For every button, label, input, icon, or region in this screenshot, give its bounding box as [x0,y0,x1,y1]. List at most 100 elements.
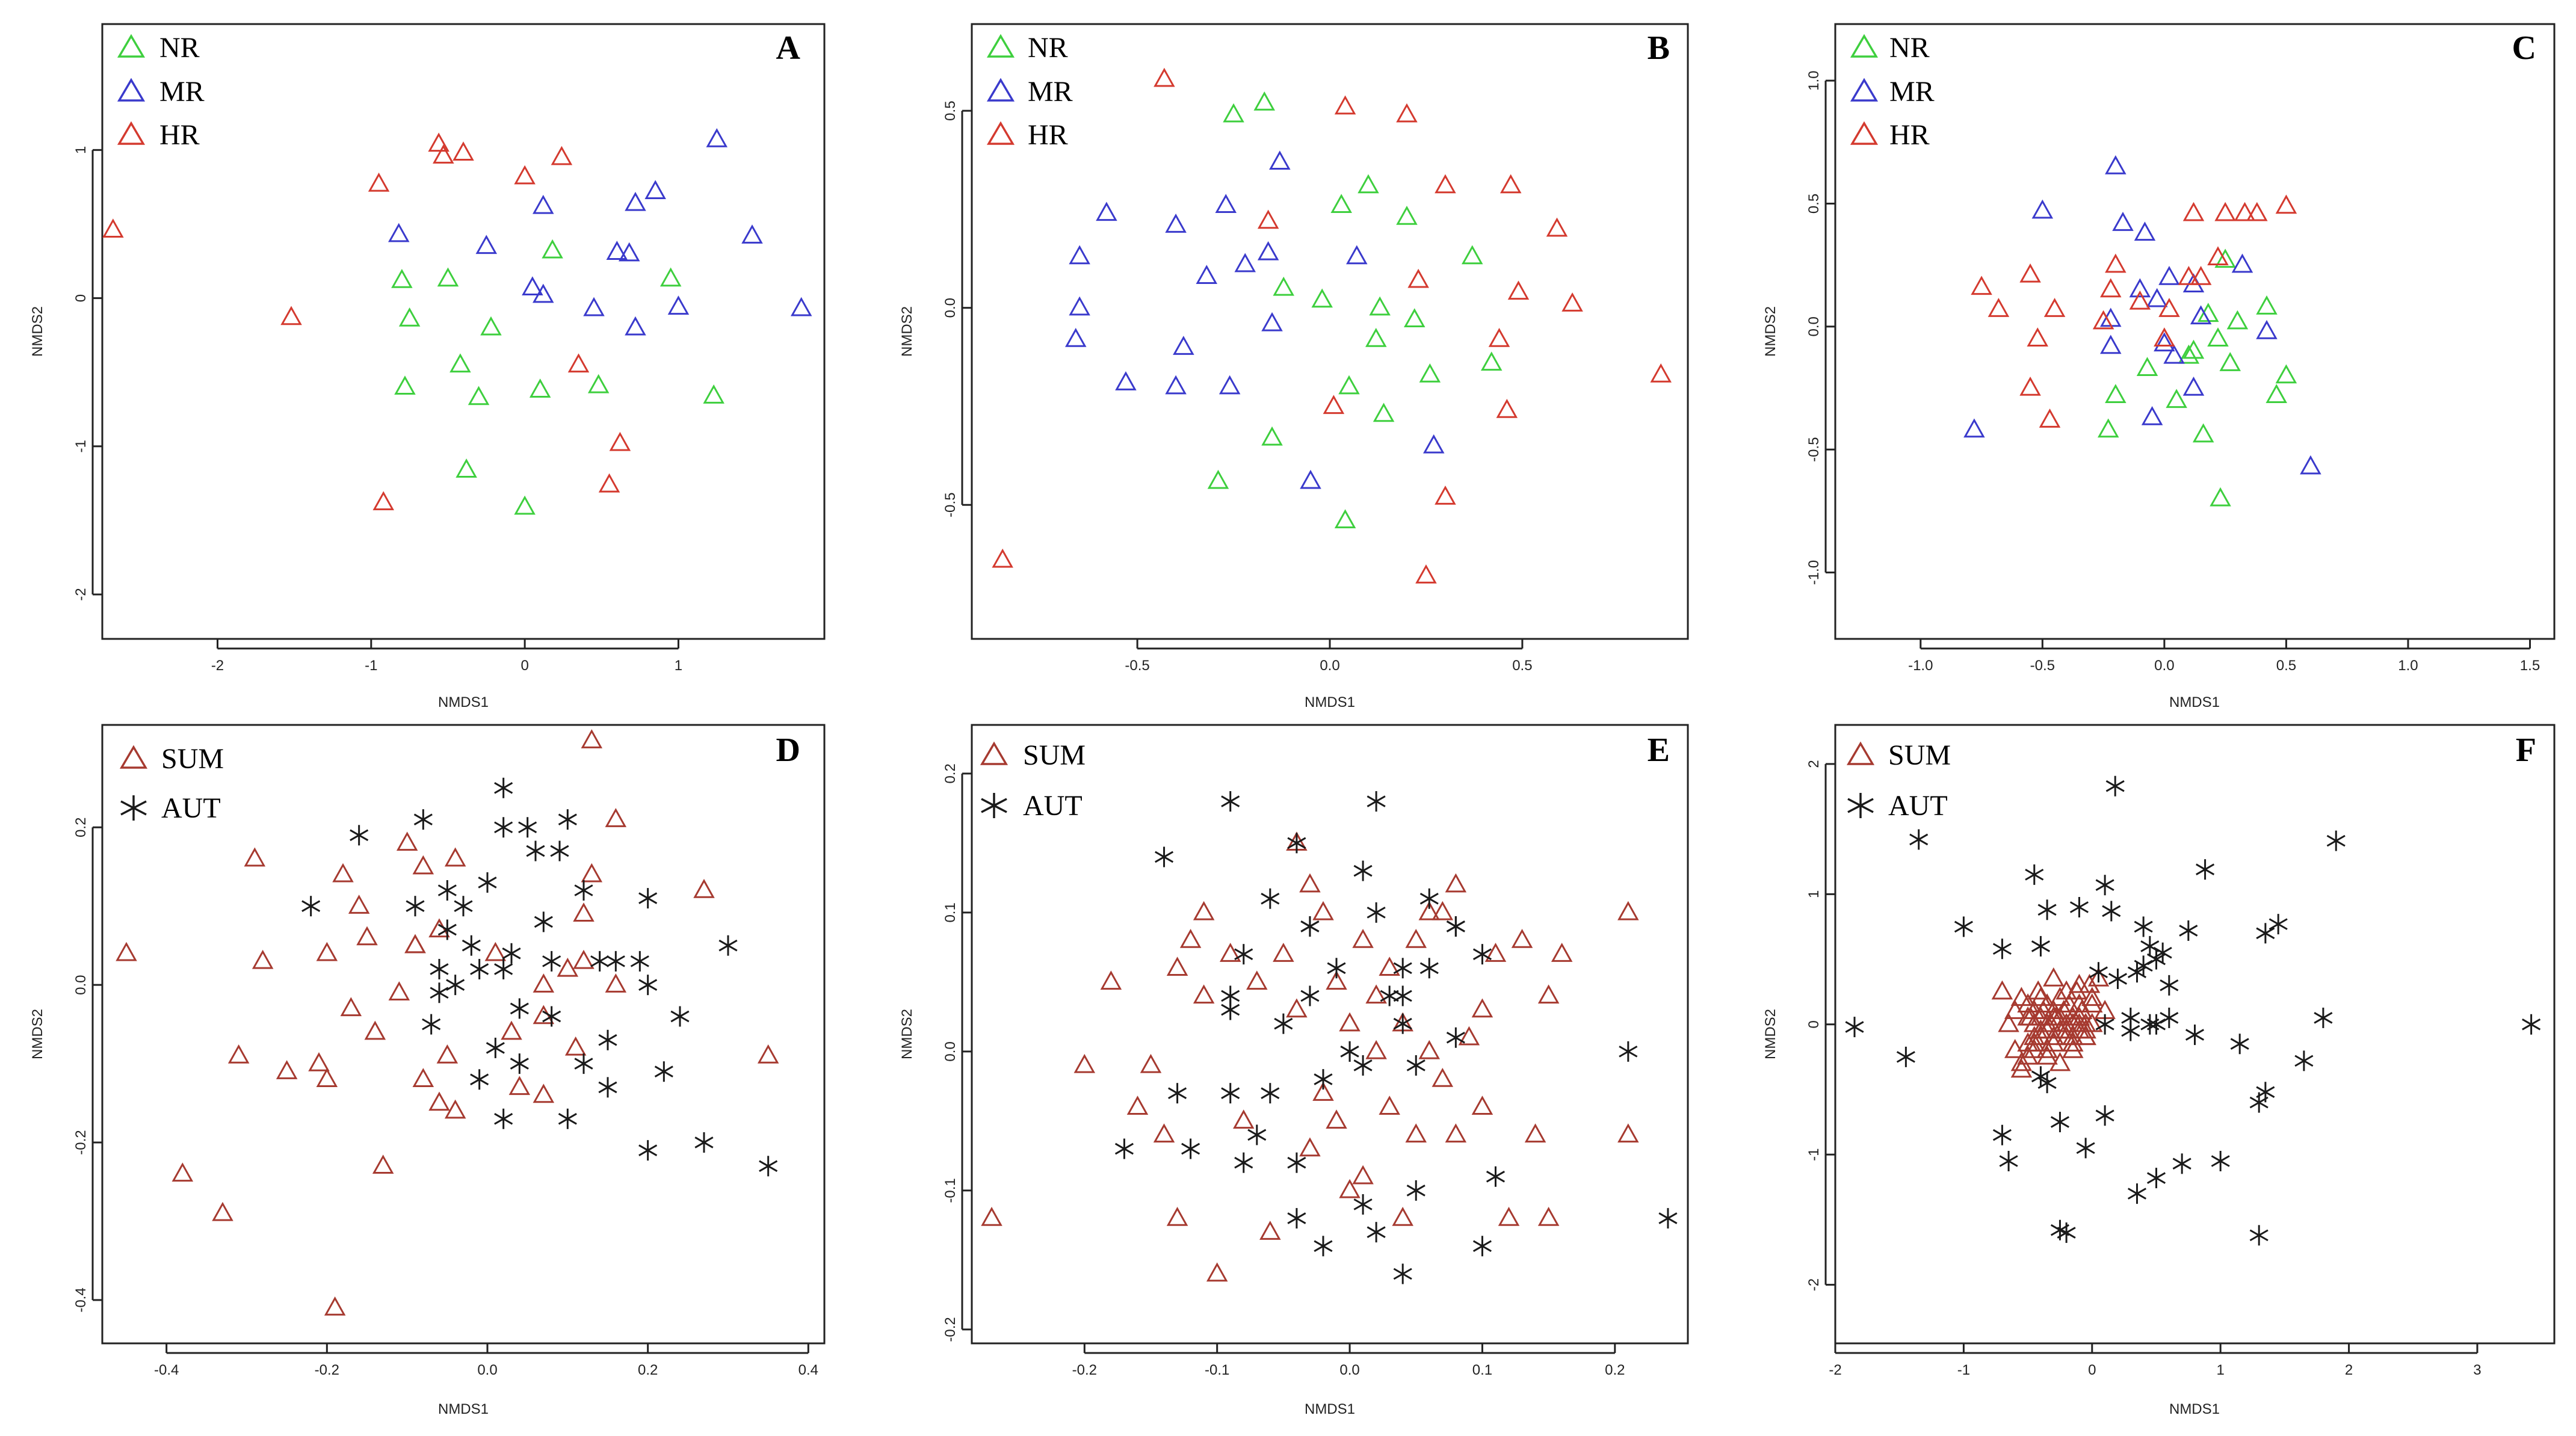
point-hr [1500,174,1522,194]
y-tick-label: 0.0 [942,1041,959,1061]
point-mr [2163,344,2185,364]
point-aut [1419,888,1439,909]
panel-a: A NMDS1 NMDS2 NR MR HR -2 -1 0 1 -2 -1 0 1 [29,23,826,710]
point-aut [2037,899,2057,920]
point-sum [388,981,410,1000]
point-aut [446,975,465,996]
legend-sum-triangle-icon [119,745,148,769]
point-aut [510,1053,529,1074]
y-tick-label: 1.0 [1806,70,1822,90]
legend-hr-triangle-icon [986,121,1015,145]
point-mr [1346,245,1368,265]
point-nr [1207,469,1229,489]
x-tick-label: -0.2 [1072,1362,1097,1378]
x-tick-label: 1.0 [2398,658,2418,674]
point-aut [2185,1025,2205,1046]
y-tick-label: 0.2 [942,763,959,783]
point-mr [2099,334,2122,354]
point-sum [605,973,627,993]
point-aut [470,1069,489,1090]
point-aut [2179,920,2198,941]
point-hr [1546,217,1568,237]
point-nr [1403,308,1425,328]
point-hr [1415,564,1437,584]
point-aut [1340,1041,1359,1062]
x-tick-label: 0.2 [1605,1362,1625,1378]
point-aut [413,809,433,830]
point-aut [1274,1013,1293,1034]
panel-d-y-ticks: -0.4 -0.2 0.0 0.2 [73,818,102,1313]
point-aut [2256,923,2275,944]
point-hr [2099,278,2122,298]
point-aut [2095,1105,2114,1126]
legend-aut-asterisk-icon [120,795,147,821]
point-hr [1435,174,1456,194]
point-nr [1334,509,1356,529]
point-aut [1393,985,1412,1006]
legend-mr-triangle-icon [986,78,1015,102]
point-sum [1365,984,1387,1004]
point-hr [1507,280,1530,300]
point-hr [2129,290,2151,310]
panel-a-x-ticks: -2 -1 0 1 [211,639,682,674]
point-sum [1471,1095,1493,1115]
point-aut [2294,1050,2314,1071]
point-mr [625,316,646,336]
point-aut [2134,916,2153,937]
panel-f: F NMDS1 NMDS2 SUM AUT -2 -1 0 1 2 3 -2 -1 0 1 2 [1762,724,2556,1417]
panel-c-x-ticks: -1.0 -0.5 0.0 0.5 1.0 1.5 [1908,639,2540,674]
panel-a-letter: A [776,29,801,67]
point-sum [1273,943,1294,962]
point-aut [598,1029,617,1050]
point-mr [475,235,498,254]
point-mr [625,191,646,211]
point-nr [587,374,610,393]
panel-c: C NMDS1 NMDS2 NR MR HR -1.0 -0.5 0.0 0.5 1.0… [1762,23,2556,710]
point-aut [1287,1152,1306,1173]
panel-d-xlabel: NMDS1 [438,1401,489,1417]
point-sum [1405,928,1427,948]
x-tick-label: 1.5 [2520,658,2540,674]
panel-e-xlabel: NMDS1 [1305,1401,1355,1417]
point-aut [2326,830,2346,851]
x-tick-label: -1.0 [1908,658,1933,674]
point-sum [508,1076,531,1095]
panel-c-frame [1834,23,2556,640]
point-hr [609,431,631,451]
point-sum [1312,1082,1334,1101]
point-aut [1181,1138,1200,1159]
point-sum [1299,873,1321,893]
point-sum [1379,957,1400,976]
point-nr [2256,295,2278,315]
point-sum [1166,957,1188,976]
point-aut [638,888,658,909]
point-aut [1406,1180,1425,1201]
point-nr [2210,487,2231,507]
point-sum [1100,970,1122,990]
x-tick-label: 0 [520,658,528,674]
point-aut [550,840,569,861]
point-aut [574,1053,593,1074]
point-mr [1963,418,1985,438]
point-nr [449,353,471,373]
panel-b-letter: B [1648,29,1670,67]
point-nr [391,268,413,288]
point-aut [2089,962,2108,983]
point-nr [2214,248,2236,268]
panel-a-ylabel: NMDS2 [29,306,46,357]
legend-hr-triangle-icon [117,121,146,145]
point-sum [1445,873,1467,893]
point-mr [1261,312,1283,331]
point-sum [444,847,466,867]
point-sum [2087,967,2110,987]
point-sum [444,1099,466,1119]
point-hr [1971,276,1992,295]
point-aut [606,951,625,972]
point-sum [364,1020,386,1040]
point-mr [1300,469,1321,489]
point-mr [2129,278,2151,298]
point-hr [2043,298,2066,317]
panel-d-x-ticks: -0.4 -0.2 0.0 0.2 0.4 [154,1343,818,1378]
y-tick-label: -1 [1806,1148,1822,1161]
x-tick-label: 0.5 [2276,658,2296,674]
